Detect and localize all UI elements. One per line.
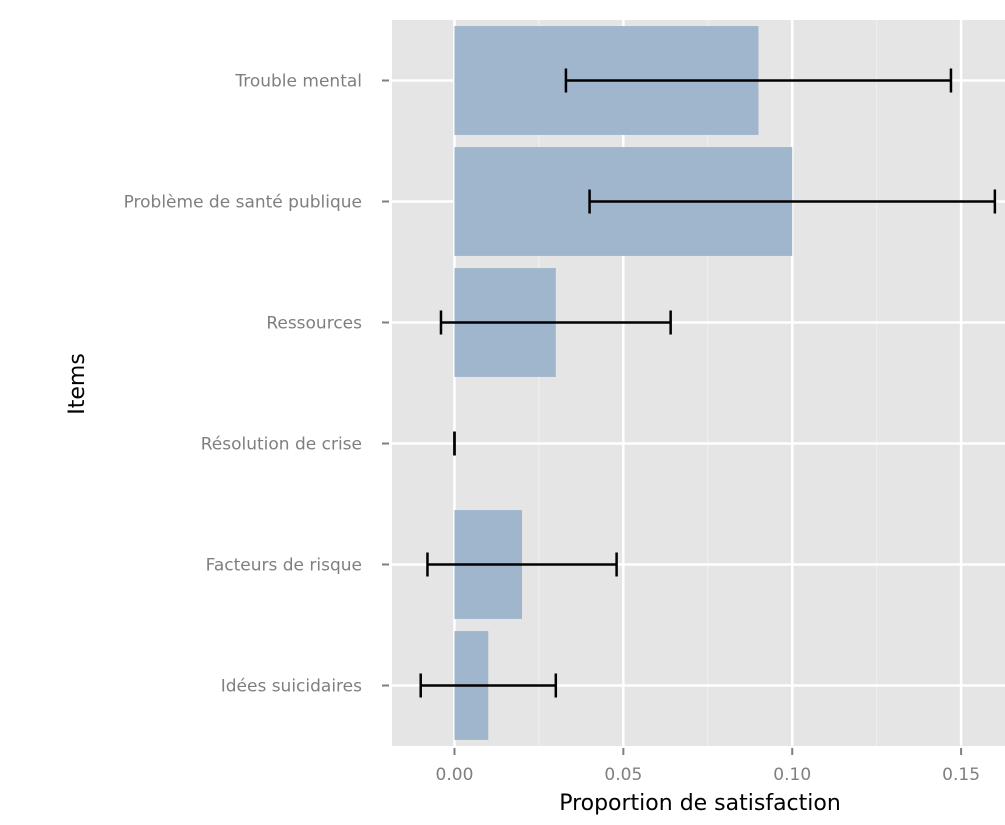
y-tick-label: Idées suicidaires: [221, 677, 362, 697]
y-axis-ticks: Trouble mental Problème de santé publique…: [124, 72, 389, 697]
plot-panel: [392, 20, 1005, 746]
x-tick-label: 0.05: [604, 765, 642, 785]
x-tick-label: 0.00: [436, 765, 474, 785]
x-axis-title: Proportion de satisfaction: [559, 791, 841, 816]
error-bars: [419, 68, 997, 698]
x-tick-label: 0.15: [942, 765, 980, 785]
y-axis-title: Items: [65, 353, 90, 415]
y-tick-label: Facteurs de risque: [206, 556, 362, 576]
x-axis-ticks: 0.00 0.05 0.10 0.15: [436, 748, 980, 785]
x-tick-label: 0.10: [773, 765, 811, 785]
y-tick-label: Problème de santé publique: [124, 193, 362, 213]
y-tick-label: Trouble mental: [234, 72, 362, 92]
y-tick-label: Ressources: [266, 314, 362, 334]
y-tick-label: Résolution de crise: [201, 435, 362, 455]
